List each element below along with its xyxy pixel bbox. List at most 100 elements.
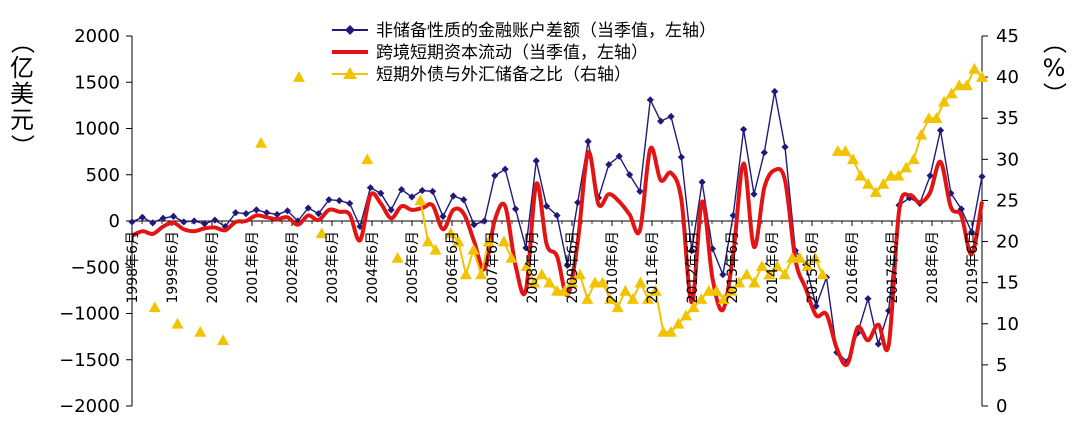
data-point (543, 202, 551, 210)
data-point (558, 284, 571, 296)
data-point (748, 276, 761, 288)
data-point (314, 210, 323, 218)
data-point (667, 112, 675, 121)
data-point (719, 271, 727, 279)
right-tick-label: 20 (996, 232, 1019, 253)
data-point (128, 218, 136, 226)
data-point (535, 268, 548, 280)
x-tick-label: 2014年6月 (765, 231, 781, 304)
data-point (522, 244, 530, 252)
data-point (687, 301, 700, 313)
data-point (414, 194, 427, 206)
data-point (501, 165, 509, 173)
legend-label: 短期外债与外汇储备之比（右轴） (376, 65, 631, 85)
data-point (740, 268, 753, 280)
right-axis-title: （ (1040, 30, 1068, 54)
data-point (611, 301, 624, 313)
right-axis-title: ） (1040, 82, 1068, 106)
data-point (915, 128, 928, 140)
data-point (171, 317, 184, 329)
data-point (688, 247, 696, 255)
data-point (945, 87, 958, 99)
data-point (636, 187, 644, 195)
data-point (460, 196, 468, 204)
axis-labels-layer: 2000 1500 1000 500 0 −500 −1000 −1500 −2000 45 40 3… (8, 26, 1068, 417)
data-point (907, 153, 920, 165)
data-point (573, 268, 586, 280)
data-point (869, 186, 882, 198)
data-point (634, 276, 647, 288)
data-point (781, 143, 789, 151)
data-point (467, 243, 480, 255)
data-point (839, 145, 852, 156)
series-1 (128, 87, 986, 366)
data-point (801, 260, 814, 272)
data-point (877, 178, 890, 189)
left-tick-label: 500 (86, 165, 120, 186)
data-point (482, 235, 495, 247)
right-tick-label: 30 (996, 149, 1019, 170)
right-tick-label: 40 (996, 67, 1019, 88)
legend-item: 跨境短期资本流动（当季值，左轴） (332, 43, 648, 63)
data-point (255, 136, 268, 148)
data-point (194, 326, 207, 337)
data-point (149, 219, 157, 227)
data-point (459, 268, 472, 280)
x-tick-label: 2012年6月 (685, 231, 701, 304)
right-tick-label: 5 (996, 355, 1007, 376)
axis-layer (126, 35, 988, 407)
x-tick-label: 2010年6月 (605, 231, 621, 304)
data-point (672, 317, 685, 329)
data-point (947, 189, 955, 197)
data-point (626, 293, 639, 304)
data-point (452, 235, 465, 247)
legend-label: 跨境短期资本流动（当季值，左轴） (376, 43, 648, 63)
data-point (831, 145, 844, 156)
data-point (563, 261, 571, 269)
data-point (159, 214, 167, 222)
data-point (864, 295, 872, 303)
data-point (930, 112, 943, 124)
data-point (957, 205, 965, 213)
data-point (702, 284, 715, 296)
x-tick-label: 2002年6月 (285, 231, 301, 304)
data-point (793, 252, 806, 263)
data-point (588, 276, 601, 288)
data-point (938, 95, 951, 107)
x-tick-label: 2007年6月 (485, 231, 501, 304)
data-point (695, 293, 708, 304)
right-tick-label: 0 (996, 396, 1007, 417)
data-point (497, 235, 510, 247)
x-tick-label: 2015年6月 (805, 231, 821, 304)
data-point (809, 252, 822, 263)
data-point (520, 260, 533, 272)
data-point (553, 211, 561, 220)
left-tick-label: 2000 (74, 26, 120, 47)
data-point (755, 260, 768, 272)
x-tick-label: 1998年6月 (125, 231, 141, 304)
data-point (439, 212, 447, 220)
left-axis-title: ） (8, 134, 36, 158)
data-point (366, 184, 375, 192)
data-point (418, 186, 426, 195)
left-tick-label: −2000 (59, 396, 120, 417)
data-point (232, 209, 240, 217)
data-point (315, 227, 328, 239)
x-tick-label: 2000年6月 (205, 231, 221, 304)
data-point (551, 284, 563, 296)
left-tick-label: 0 (109, 211, 120, 232)
data-point (217, 334, 230, 346)
right-tick-label: 25 (996, 190, 1019, 211)
data-point (584, 137, 592, 146)
data-point (729, 211, 737, 220)
legend-marker (345, 25, 355, 35)
data-point (968, 228, 976, 236)
data-point (273, 210, 281, 219)
data-point (750, 190, 758, 198)
data-point (596, 276, 609, 288)
x-tick-label: 2008年6月 (525, 231, 541, 304)
data-point (657, 117, 665, 125)
data-point (900, 161, 913, 173)
data-point (148, 301, 161, 313)
